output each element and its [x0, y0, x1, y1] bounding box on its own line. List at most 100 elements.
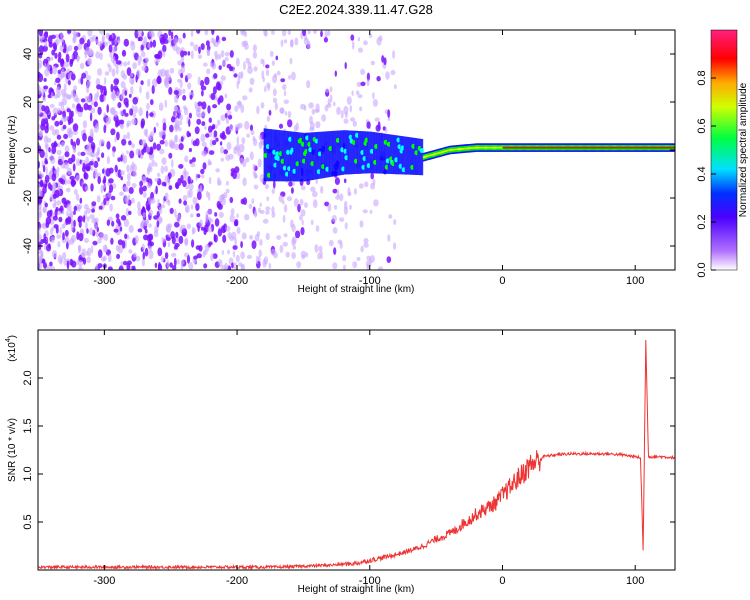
spectrogram-noise-cell [347, 187, 351, 196]
spectrogram-noise-cell [164, 139, 168, 148]
spectrogram-noise-cell [339, 241, 343, 250]
spectrogram-noise-cell [197, 113, 203, 118]
spectrogram-noise-cell [142, 212, 146, 219]
spectrogram-noise-cell [275, 55, 279, 61]
spectrogram-noise-cell [194, 101, 197, 109]
spectrogram-signal-core [614, 146, 616, 149]
spectrogram-noise-cell [76, 54, 80, 63]
spectrogram-noise-cell [61, 197, 67, 204]
spectrogram-noise-cell [236, 136, 239, 145]
spectrogram-noise-cell [296, 261, 302, 269]
spectrogram-signal-band [281, 130, 284, 182]
spectrogram-noise-cell [52, 182, 56, 190]
spectrogram-signal-core [580, 146, 582, 149]
spectrogram-noise-cell [166, 259, 170, 269]
spectrogram-noise-cell [79, 62, 85, 70]
spectrogram-noise-cell [59, 227, 62, 235]
spectrogram-noise-cell [178, 143, 184, 151]
spectrogram-noise-cell [184, 171, 189, 176]
spectrogram-noise-cell [265, 232, 270, 241]
spectrogram-noise-cell [174, 122, 178, 130]
spectrogram-noise-cell [182, 32, 186, 39]
spectrogram-signal-band [394, 135, 396, 175]
spectrogram-noise-cell [151, 159, 156, 167]
spectrogram-noise-cell [295, 122, 299, 131]
spectrogram-noise-cell [72, 163, 76, 172]
spectrogram-noise-cell [207, 161, 213, 166]
spectrogram-noise-cell [125, 208, 130, 217]
spectrogram-signal-blob [292, 168, 297, 174]
spectrogram-noise-cell [357, 37, 361, 42]
spectrogram-noise-cell [126, 164, 130, 173]
spectrogram-noise-cell [41, 253, 44, 260]
spectrogram-noise-cell [336, 106, 341, 116]
spectrogram-noise-cell [245, 57, 250, 64]
spectrogram-noise-cell [217, 53, 222, 60]
spectrogram-noise-cell [186, 223, 191, 230]
spectrogram-noise-cell [229, 50, 234, 58]
spectrogram-noise-cell [193, 44, 199, 52]
spectrogram-noise-cell [137, 228, 143, 233]
spectrogram-signal-blob [310, 161, 315, 167]
spectrogram-noise-cell [253, 66, 258, 72]
spectrogram-noise-cell [73, 85, 78, 91]
spectrogram-signal-band [349, 130, 351, 175]
spectrogram-noise-cell [343, 105, 349, 115]
spectrogram-noise-cell [293, 198, 299, 207]
snr-ytick-label: 1.0 [22, 466, 34, 481]
spectrogram-noise-cell [219, 132, 225, 139]
spectrogram-noise-cell [71, 218, 74, 228]
spectrogram-signal-band [377, 132, 379, 174]
spectrogram-signal-band [414, 137, 416, 175]
spectrogram-noise-cell [205, 215, 209, 223]
spectrogram-noise-cell [56, 107, 61, 113]
spectrogram-noise-cell [140, 44, 144, 51]
spectrogram-noise-cell [94, 125, 99, 133]
spectrogram-noise-cell [164, 192, 169, 200]
spectrogram-noise-cell [42, 111, 47, 120]
spectrogram-signal-blob [410, 164, 415, 170]
spectrogram-signal-band [333, 130, 336, 177]
spectrogram-noise-cell [358, 47, 363, 53]
spectrogram-signal-band [398, 135, 400, 175]
spectrogram-signal-core [471, 147, 474, 149]
spectrogram-signal-core [660, 146, 663, 149]
spectrogram-noise-cell [159, 139, 165, 145]
spectrogram-noise-cell [73, 210, 76, 215]
spectrogram-signal-core [626, 146, 629, 149]
spectrogram-noise-cell [252, 136, 256, 142]
spectrogram-signal-core [485, 146, 487, 149]
spectrogram-noise-cell [110, 237, 114, 245]
spectrogram-noise-cell [349, 204, 352, 210]
spectrogram-noise-cell [124, 112, 129, 117]
spectrogram-signal-blob [366, 163, 371, 169]
spectrogram-noise-cell [324, 30, 328, 39]
spectrogram-noise-cell [206, 49, 211, 57]
spectrogram-signal-core [654, 146, 656, 149]
spectrogram-noise-cell [190, 213, 194, 218]
spectrogram-noise-cell [117, 102, 122, 109]
spectrogram-noise-cell [132, 97, 138, 105]
spectrogram-noise-cell [190, 50, 194, 60]
spectrogram-noise-cell [69, 110, 73, 119]
spectrogram-signal-band [359, 131, 361, 174]
spectrogram-noise-cell [66, 203, 72, 212]
spectrogram-noise-cell [67, 118, 71, 126]
spectrogram-signal-core [566, 146, 568, 149]
spectrogram-noise-cell [108, 44, 113, 53]
spectrogram-signal-core [635, 146, 637, 149]
spectrogram-signal-core [586, 146, 588, 149]
spectrogram-noise-cell [58, 51, 62, 60]
spectrogram-noise-cell [56, 234, 62, 239]
spectrogram-noise-cell [56, 180, 61, 189]
spectrogram-noise-cell [292, 245, 297, 250]
spectrogram-signal-core [459, 148, 461, 150]
spectrogram-noise-cell [208, 117, 212, 123]
spectrogram-noise-cell [132, 171, 138, 177]
spectrogram-noise-cell [225, 188, 230, 194]
spectrogram-noise-cell [130, 86, 134, 95]
spectrogram-noise-cell [390, 69, 396, 76]
spectrogram-signal-core [507, 146, 510, 149]
spectrogram-noise-cell [284, 111, 288, 116]
spectrogram-noise-cell [168, 185, 173, 191]
